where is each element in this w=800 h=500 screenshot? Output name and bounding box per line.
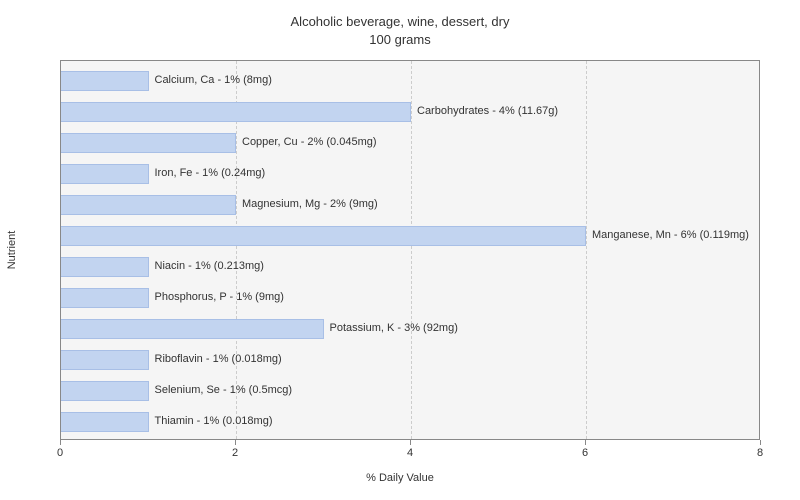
gridline xyxy=(411,61,412,439)
bar-label: Calcium, Ca - 1% (8mg) xyxy=(155,74,272,86)
bar xyxy=(61,288,149,308)
bar-label: Riboflavin - 1% (0.018mg) xyxy=(155,353,282,365)
x-tick xyxy=(235,440,236,445)
bar xyxy=(61,257,149,277)
bar xyxy=(61,350,149,370)
x-tick xyxy=(760,440,761,445)
chart-title-line1: Alcoholic beverage, wine, dessert, dry xyxy=(0,14,800,29)
bar-label: Thiamin - 1% (0.018mg) xyxy=(155,415,273,427)
x-tick-label: 0 xyxy=(57,447,63,459)
nutrient-chart: Alcoholic beverage, wine, dessert, dry 1… xyxy=(0,0,800,500)
bar xyxy=(61,133,236,153)
bar-label: Copper, Cu - 2% (0.045mg) xyxy=(242,136,377,148)
bar xyxy=(61,102,411,122)
bar-label: Selenium, Se - 1% (0.5mcg) xyxy=(155,384,293,396)
x-tick-label: 8 xyxy=(757,447,763,459)
x-tick xyxy=(585,440,586,445)
x-axis-title: % Daily Value xyxy=(0,472,800,484)
gridline xyxy=(586,61,587,439)
bar xyxy=(61,319,324,339)
bar xyxy=(61,226,586,246)
x-tick-label: 4 xyxy=(407,447,413,459)
bar-label: Manganese, Mn - 6% (0.119mg) xyxy=(592,229,749,241)
x-tick xyxy=(410,440,411,445)
bar-label: Niacin - 1% (0.213mg) xyxy=(155,260,264,272)
x-tick-label: 6 xyxy=(582,447,588,459)
bar xyxy=(61,71,149,91)
plot-area: Calcium, Ca - 1% (8mg) Carbohydrates - 4%… xyxy=(60,60,760,440)
bar xyxy=(61,164,149,184)
chart-title-line2: 100 grams xyxy=(0,32,800,47)
x-tick xyxy=(60,440,61,445)
x-tick-label: 2 xyxy=(232,447,238,459)
bar-label: Phosphorus, P - 1% (9mg) xyxy=(155,291,284,303)
bar-label: Iron, Fe - 1% (0.24mg) xyxy=(155,167,266,179)
y-axis-title: Nutrient xyxy=(6,231,18,270)
bar-label: Magnesium, Mg - 2% (9mg) xyxy=(242,198,378,210)
bar xyxy=(61,412,149,432)
bar-label: Carbohydrates - 4% (11.67g) xyxy=(417,105,558,117)
bar xyxy=(61,381,149,401)
bar xyxy=(61,195,236,215)
bar-label: Potassium, K - 3% (92mg) xyxy=(330,322,458,334)
